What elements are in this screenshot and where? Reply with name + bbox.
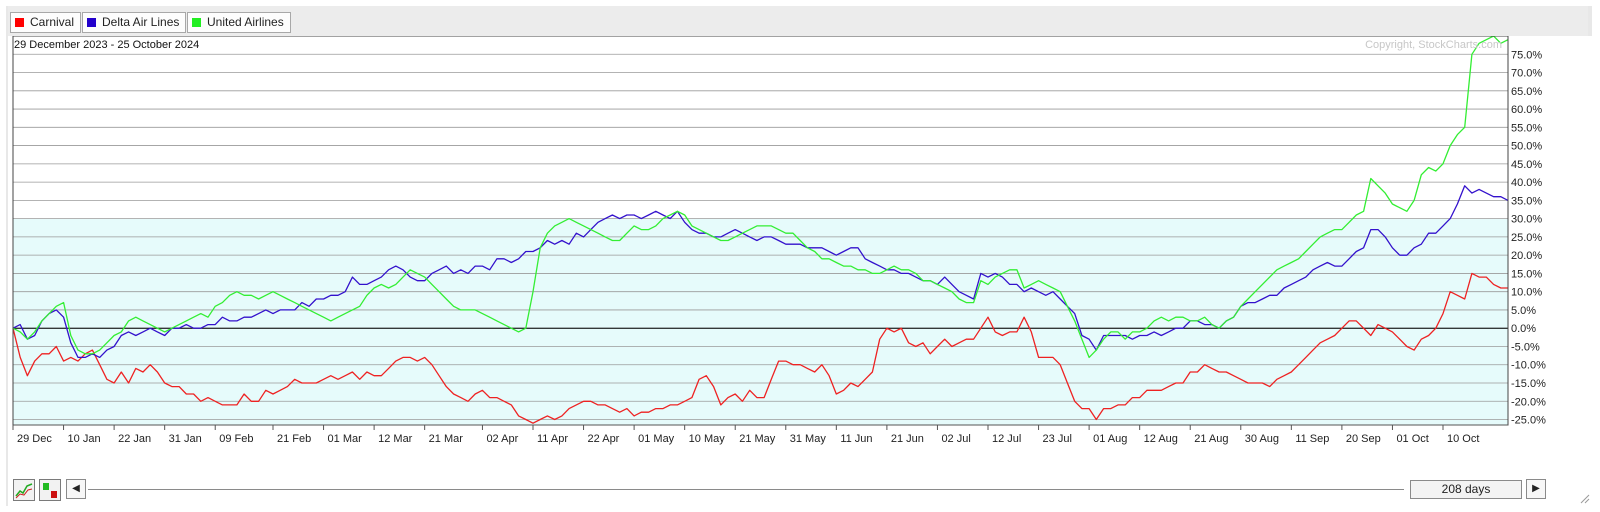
- x-tick-label: 20 Sep: [1346, 433, 1381, 445]
- x-tick-label: 21 May: [739, 433, 776, 445]
- y-tick-label: 75.0%: [1511, 49, 1542, 61]
- y-axis-labels: -25.0% -20.0% -15.0% -10.0% -5.0% 0.0% 5.0% 10.…: [1511, 49, 1546, 426]
- legend-label-delta: Delta Air Lines: [102, 15, 180, 29]
- y-tick-label: 55.0%: [1511, 122, 1542, 134]
- series-line-united-airlines: [12, 35, 1509, 359]
- left-arrow-icon[interactable]: ◀: [66, 479, 86, 499]
- legend-item-carnival[interactable]: Carnival: [10, 12, 82, 33]
- scroll-row: [8, 468, 1593, 506]
- x-tick-label: 22 Apr: [588, 433, 620, 445]
- x-tick-label: 29 Dec: [17, 433, 52, 445]
- gridlines: [13, 53, 1508, 420]
- x-tick-label: 12 Mar: [378, 433, 413, 445]
- y-tick-label: 25.0%: [1511, 232, 1542, 244]
- x-tick-label: 11 Sep: [1295, 433, 1329, 445]
- y-tick-label: 20.0%: [1511, 250, 1542, 262]
- x-tick-label: 21 Mar: [429, 433, 464, 445]
- performance-chart: -25.0% -20.0% -15.0% -10.0% -5.0% 0.0% 5.0% 10.…: [12, 35, 1546, 445]
- legend-item-delta[interactable]: Delta Air Lines: [82, 12, 187, 33]
- y-tick-label: 15.0%: [1511, 268, 1542, 280]
- x-tick-label: 12 Aug: [1144, 433, 1178, 445]
- y-tick-label: 45.0%: [1511, 159, 1542, 171]
- bar-chart-icon[interactable]: [39, 479, 61, 501]
- days-box[interactable]: 208 days: [1410, 480, 1522, 499]
- x-tick-label: 01 Mar: [328, 433, 363, 445]
- legend-label-united: United Airlines: [207, 15, 284, 29]
- performance-chart-icon[interactable]: [13, 479, 35, 501]
- y-tick-label: 60.0%: [1511, 104, 1542, 116]
- x-tick-label: 10 May: [689, 433, 726, 445]
- x-tick-label: 01 Oct: [1396, 433, 1428, 445]
- x-tick-label: 01 Aug: [1093, 433, 1127, 445]
- delta-swatch-icon: [87, 18, 96, 27]
- series-lines: [12, 35, 1509, 424]
- y-tick-label: -25.0%: [1511, 415, 1546, 427]
- scroll-track[interactable]: [88, 489, 1404, 490]
- x-tick-label: 02 Jul: [941, 433, 970, 445]
- carnival-swatch-icon: [15, 18, 24, 27]
- y-tick-label: 35.0%: [1511, 195, 1542, 207]
- y-tick-label: -15.0%: [1511, 378, 1546, 390]
- x-tick-label: 21 Feb: [277, 433, 311, 445]
- x-tick-label: 31 Jan: [169, 433, 202, 445]
- x-tick-label: 02 Apr: [486, 433, 518, 445]
- legend-bar: Carnival Delta Air Lines United Airlines: [8, 6, 1588, 36]
- chart-area: -25.0% -20.0% -15.0% -10.0% -5.0% 0.0% 5.0% 10.…: [8, 35, 1593, 468]
- x-tick-label: 09 Feb: [219, 433, 253, 445]
- y-tick-label: 70.0%: [1511, 68, 1542, 80]
- x-tick-label: 21 Aug: [1194, 433, 1228, 445]
- x-tick-label: 30 Aug: [1245, 433, 1279, 445]
- x-tick-label: 23 Jul: [1043, 433, 1072, 445]
- series-line-carnival: [12, 272, 1508, 424]
- y-tick-label: 5.0%: [1511, 305, 1536, 317]
- x-tick-label: 11 Apr: [537, 433, 568, 445]
- y-tick-label: -5.0%: [1511, 341, 1540, 353]
- x-tick-label: 11 Jun: [840, 433, 872, 445]
- y-tick-label: -20.0%: [1511, 396, 1546, 408]
- y-tick-label: -10.0%: [1511, 360, 1546, 372]
- x-tick-label: 22 Jan: [118, 433, 151, 445]
- y-tick-label: 50.0%: [1511, 141, 1542, 153]
- resize-grip-icon[interactable]: [1580, 494, 1590, 504]
- legend-label-carnival: Carnival: [30, 15, 75, 29]
- x-axis-labels: 29 Dec 10 Jan 22 Jan 31 Jan 09 Feb 21 Feb 01 M…: [12, 425, 1479, 445]
- x-tick-label: 31 May: [790, 433, 827, 445]
- y-tick-label: 0.0%: [1511, 323, 1536, 335]
- plot-tint: [13, 218, 1508, 425]
- y-tick-label: 30.0%: [1511, 214, 1542, 226]
- date-range-label: 29 December 2023 - 25 October 2024: [14, 39, 199, 51]
- y-tick-label: 10.0%: [1511, 287, 1542, 299]
- x-tick-label: 10 Oct: [1447, 433, 1479, 445]
- x-tick-label: 21 Jun: [891, 433, 924, 445]
- united-swatch-icon: [192, 18, 201, 27]
- series-line-delta-air-lines: [12, 185, 1509, 359]
- y-tick-label: 65.0%: [1511, 86, 1542, 98]
- y-tick-label: 40.0%: [1511, 177, 1542, 189]
- x-tick-label: 01 May: [638, 433, 675, 445]
- right-arrow-icon[interactable]: ▶: [1526, 479, 1546, 499]
- x-tick-label: 12 Jul: [992, 433, 1021, 445]
- copyright-label: Copyright, StockCharts.com: [1365, 39, 1502, 51]
- x-tick-label: 10 Jan: [68, 433, 101, 445]
- legend-item-united[interactable]: United Airlines: [187, 12, 291, 33]
